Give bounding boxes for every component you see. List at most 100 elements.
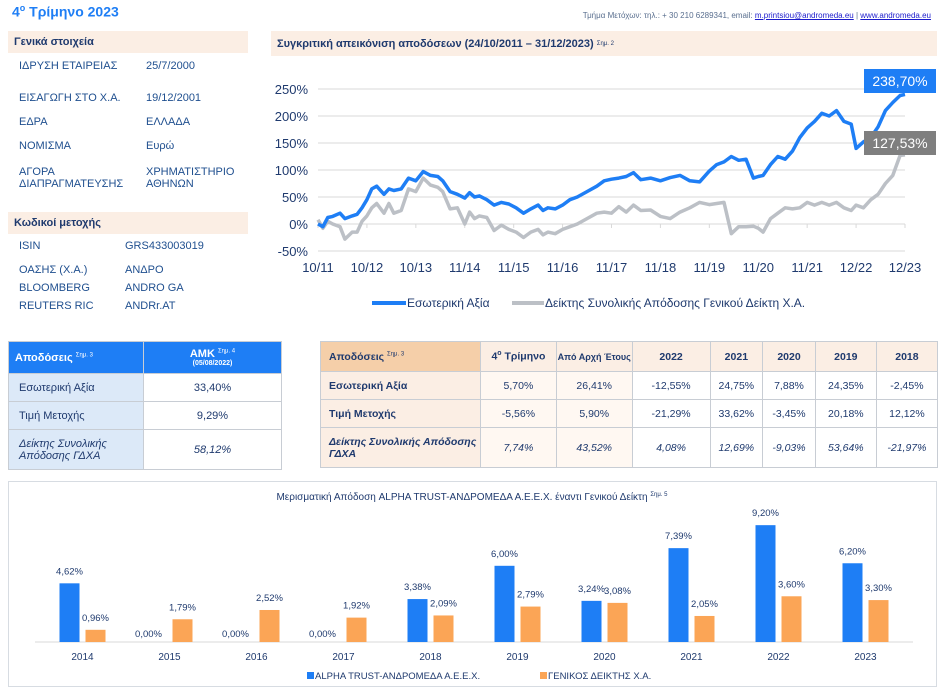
cell: 7,74% bbox=[480, 427, 557, 468]
bar-general-index bbox=[433, 615, 454, 642]
bar-value-label: 0,00% bbox=[222, 629, 249, 640]
cell: -5,56% bbox=[480, 399, 557, 428]
bar-alpha-trust bbox=[842, 563, 863, 642]
cell: 24,75% bbox=[709, 371, 764, 400]
cell: 5,90% bbox=[555, 399, 633, 428]
x-tick-label: 2020 bbox=[593, 652, 616, 663]
bar-alpha-trust bbox=[755, 525, 776, 642]
y-tick-label: 0% bbox=[289, 217, 308, 232]
info-value: Ευρώ bbox=[146, 140, 175, 152]
code-value: ANDRO GA bbox=[125, 282, 184, 294]
x-tick-label: 2014 bbox=[71, 652, 94, 663]
x-tick-label: 10/11 bbox=[302, 260, 334, 275]
line-chart-note: Σημ. 2 bbox=[596, 40, 614, 47]
end-label: 238,70% bbox=[872, 73, 927, 89]
y-tick-label: 50% bbox=[282, 190, 308, 205]
cell: -9,03% bbox=[762, 427, 816, 468]
row-label: Τιμή Μετοχής bbox=[319, 399, 482, 428]
series-line-intrinsic-value bbox=[317, 92, 906, 229]
x-tick-label: 11/20 bbox=[742, 260, 774, 275]
x-tick-label: 2022 bbox=[767, 652, 790, 663]
info-value: 25/7/2000 bbox=[146, 60, 195, 72]
bar-value-label: 0,00% bbox=[135, 629, 162, 640]
bar-general-index bbox=[172, 619, 193, 642]
cell: 5,70% bbox=[480, 371, 557, 400]
general-info-list: ΙΔΡΥΣΗ ΕΤΑΙΡΕΙΑΣ 25/7/2000 ΕΙΣΑΓΩΓΗ ΣΤΟ Χ… bbox=[19, 60, 259, 194]
code-row: REUTERS RIC ANDRr.AT bbox=[19, 300, 259, 318]
x-tick-label: 10/13 bbox=[400, 260, 433, 275]
bar-value-label: 0,96% bbox=[82, 613, 109, 624]
x-tick-label: 2017 bbox=[332, 652, 355, 663]
contact-text: Τμήμα Μετόχων: τηλ.: + 30 210 6289341, e… bbox=[582, 11, 755, 20]
y-tick-label: -50% bbox=[278, 244, 309, 259]
x-tick-label: 11/17 bbox=[596, 260, 628, 275]
row-label: Εσωτερική Αξία bbox=[8, 373, 144, 402]
bar-value-label: 2,09% bbox=[430, 598, 457, 609]
general-info-header: Γενικά στοιχεία bbox=[8, 31, 248, 53]
website-link[interactable]: www.andromeda.eu bbox=[860, 11, 931, 20]
row-value: 9,29% bbox=[143, 401, 282, 430]
bar-value-label: 2,52% bbox=[256, 593, 283, 604]
legend-label: ΓΕΝΙΚΟΣ ΔΕΙΚΤΗΣ Χ.Α. bbox=[548, 671, 651, 682]
bar-alpha-trust bbox=[668, 548, 689, 642]
x-tick-label: 11/18 bbox=[645, 260, 677, 275]
codes-list: ISIN GRS433003019 ΟΑΣΗΣ (Χ.Α.) ΑΝΔΡΟ BLOOM… bbox=[19, 240, 259, 318]
bar-value-label: 6,20% bbox=[839, 546, 866, 557]
cell: 26,41% bbox=[555, 371, 633, 400]
bar-chart-title: Μερισματική Απόδοση ALPHA TRUST-ΑΝΔΡΟΜΕΔ… bbox=[276, 491, 668, 503]
table-row: Δείκτης Συνολικής Απόδοσης ΓΔΧΑ 7,74% 43… bbox=[319, 427, 939, 468]
x-tick-label: 2019 bbox=[506, 652, 529, 663]
info-key: ΕΙΣΑΓΩΓΗ ΣΤΟ Χ.Α. bbox=[19, 92, 121, 104]
x-tick-label: 12/22 bbox=[840, 260, 873, 275]
cell: 12,69% bbox=[709, 427, 764, 468]
cell: 43,52% bbox=[555, 427, 633, 468]
x-tick-label: 11/16 bbox=[547, 260, 579, 275]
bar-alpha-trust bbox=[59, 583, 80, 642]
y-tick-label: 150% bbox=[275, 136, 309, 151]
line-chart: -50% 0% 50% 100% 150% 200% 250% 10/11 10/12 10/1… bbox=[275, 69, 936, 310]
cell: 24,35% bbox=[814, 371, 877, 400]
returns-header-row: Αποδόσεις Σημ. 3 4ο Τρίμηνο Από Αρχή Έτο… bbox=[319, 341, 939, 372]
cell: -21,29% bbox=[631, 399, 711, 428]
info-row: ΕΔΡΑ ΕΛΛΑΔΑ bbox=[19, 116, 259, 140]
x-tick-label: 11/21 bbox=[791, 260, 823, 275]
col-year: 2020 bbox=[762, 341, 816, 372]
table-row: Εσωτερική Αξία 5,70% 26,41% -12,55% 24,7… bbox=[319, 371, 939, 400]
y-tick-label: 100% bbox=[275, 163, 309, 178]
info-row: ΝΟΜΙΣΜΑ Ευρώ bbox=[19, 140, 259, 166]
legend-swatch-blue bbox=[307, 672, 314, 679]
bar-value-label: 1,92% bbox=[343, 601, 370, 612]
info-value: ΧΡΗΜΑΤΙΣΤΗΡΙΟ ΑΘΗΝΩΝ bbox=[146, 166, 235, 190]
legend-label: ALPHA TRUST-ΑΝΔΡΟΜΕΔΑ Α.Ε.Ε.Χ. bbox=[315, 671, 480, 682]
line-chart-title: Συγκριτική απεικόνιση αποδόσεων (24/10/2… bbox=[277, 37, 594, 50]
bar-value-label: 3,08% bbox=[604, 586, 631, 597]
x-tick-label: 12/23 bbox=[889, 260, 922, 275]
row-value: 58,12% bbox=[143, 429, 282, 470]
cell: 53,64% bbox=[814, 427, 877, 468]
table-row: Τιμή Μετοχής 9,29% bbox=[8, 401, 282, 430]
email-link[interactable]: m.printsiou@andromeda.eu bbox=[754, 11, 854, 20]
x-tick-label: 2015 bbox=[158, 652, 181, 663]
bar-alpha-trust bbox=[581, 600, 602, 642]
amk-returns-table: Αποδόσεις Σημ. 3 ΑΜΚ Σημ. 4 (05/08/2022) … bbox=[8, 341, 282, 470]
code-value: ΑΝΔΡΟ bbox=[125, 264, 164, 276]
table-row: Τιμή Μετοχής -5,56% 5,90% -21,29% 33,62%… bbox=[319, 399, 939, 428]
bar-alpha-trust bbox=[494, 565, 515, 642]
x-tick-label: 2023 bbox=[854, 652, 877, 663]
x-tick-label: 11/14 bbox=[449, 260, 481, 275]
col-ytd: Από Αρχή Έτους bbox=[555, 341, 633, 372]
codes-title: Κωδικοί μετοχής bbox=[14, 217, 101, 229]
bar-value-label: 1,79% bbox=[169, 602, 196, 613]
bar-general-index bbox=[520, 606, 541, 642]
cell: 7,88% bbox=[762, 371, 816, 400]
row-label: Δείκτης Συνολικής Απόδοσης ΓΔΧΑ bbox=[8, 429, 144, 470]
code-value: GRS433003019 bbox=[125, 240, 204, 252]
bar-value-label: 4,62% bbox=[56, 566, 83, 577]
cell: 12,12% bbox=[875, 399, 939, 428]
x-tick-label: 11/15 bbox=[498, 260, 530, 275]
info-row: ΑΓΟΡΑ ΔΙΑΠΡΑΓΜΑΤΕΥΣΗΣ ΧΡΗΜΑΤΙΣΤΗΡΙΟ ΑΘΗΝΩ… bbox=[19, 166, 259, 194]
code-key: ISIN bbox=[19, 240, 41, 252]
y-tick-label: 200% bbox=[275, 109, 309, 124]
bar-general-index bbox=[781, 596, 802, 642]
col-year: 2019 bbox=[814, 341, 877, 372]
